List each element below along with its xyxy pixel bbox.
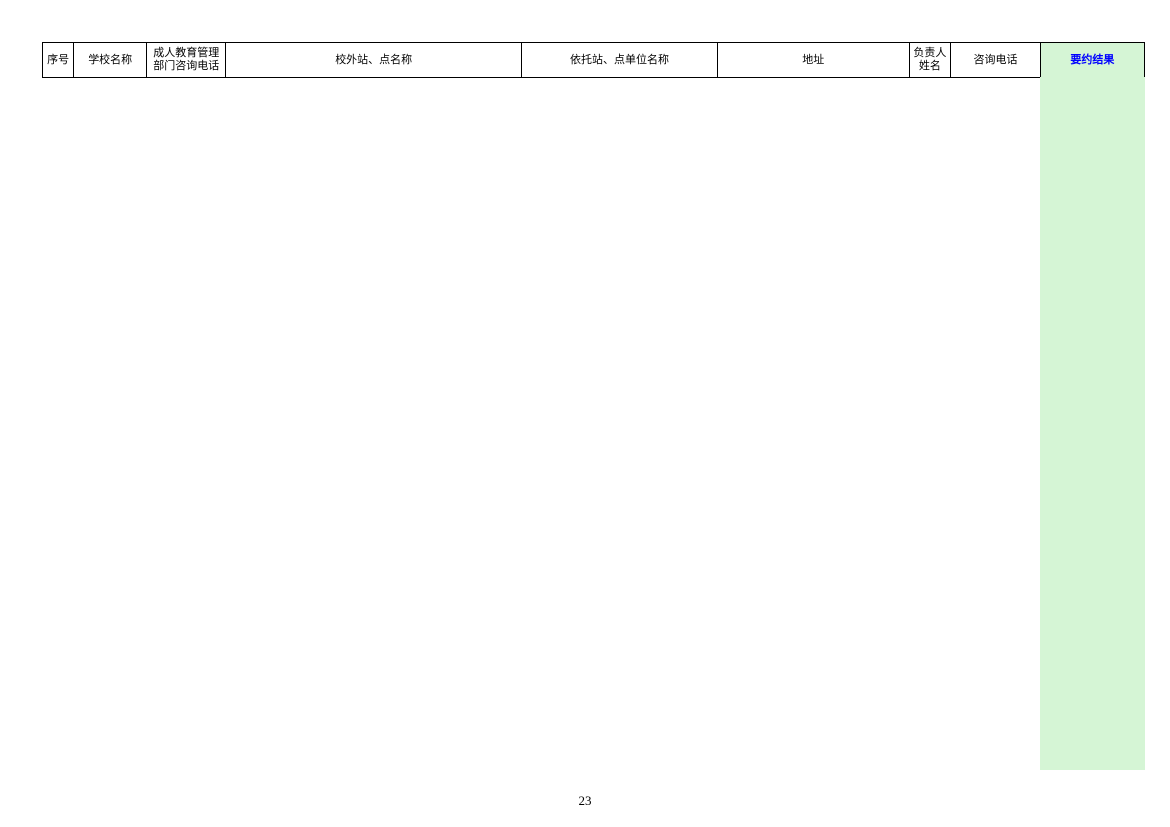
column-header-7: 咨询电话: [951, 43, 1041, 78]
column-header-6: 负责人姓名: [909, 43, 951, 78]
column-header-0: 序号: [43, 43, 74, 78]
column-header-8: 要约结果: [1040, 43, 1144, 78]
column-header-2: 成人教育管理部门咨询电话: [147, 43, 226, 78]
column-header-4: 依托站、点单位名称: [522, 43, 718, 78]
data-table: 序号学校名称成人教育管理部门咨询电话校外站、点名称依托站、点单位名称地址负责人姓…: [42, 42, 1145, 78]
column-header-5: 地址: [717, 43, 909, 78]
column-header-3: 校外站、点名称: [226, 43, 522, 78]
result-column-background: [1040, 77, 1144, 770]
table-header-row: 序号学校名称成人教育管理部门咨询电话校外站、点名称依托站、点单位名称地址负责人姓…: [43, 43, 1145, 78]
page-number: 23: [0, 793, 1170, 809]
document-page: 序号学校名称成人教育管理部门咨询电话校外站、点名称依托站、点单位名称地址负责人姓…: [0, 0, 1170, 827]
column-header-1: 学校名称: [74, 43, 147, 78]
